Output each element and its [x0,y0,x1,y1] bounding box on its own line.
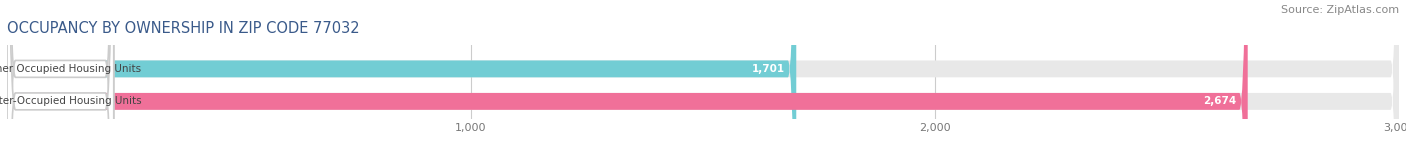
FancyBboxPatch shape [7,0,1399,159]
Text: 2,674: 2,674 [1204,96,1236,106]
FancyBboxPatch shape [7,0,114,159]
Text: Source: ZipAtlas.com: Source: ZipAtlas.com [1281,5,1399,15]
Text: Renter-Occupied Housing Units: Renter-Occupied Housing Units [0,96,142,106]
FancyBboxPatch shape [7,0,1399,159]
FancyBboxPatch shape [7,0,796,159]
Text: 1,701: 1,701 [752,64,785,74]
FancyBboxPatch shape [7,0,114,159]
FancyBboxPatch shape [7,0,1247,159]
Text: Owner Occupied Housing Units: Owner Occupied Housing Units [0,64,142,74]
Text: OCCUPANCY BY OWNERSHIP IN ZIP CODE 77032: OCCUPANCY BY OWNERSHIP IN ZIP CODE 77032 [7,21,360,36]
